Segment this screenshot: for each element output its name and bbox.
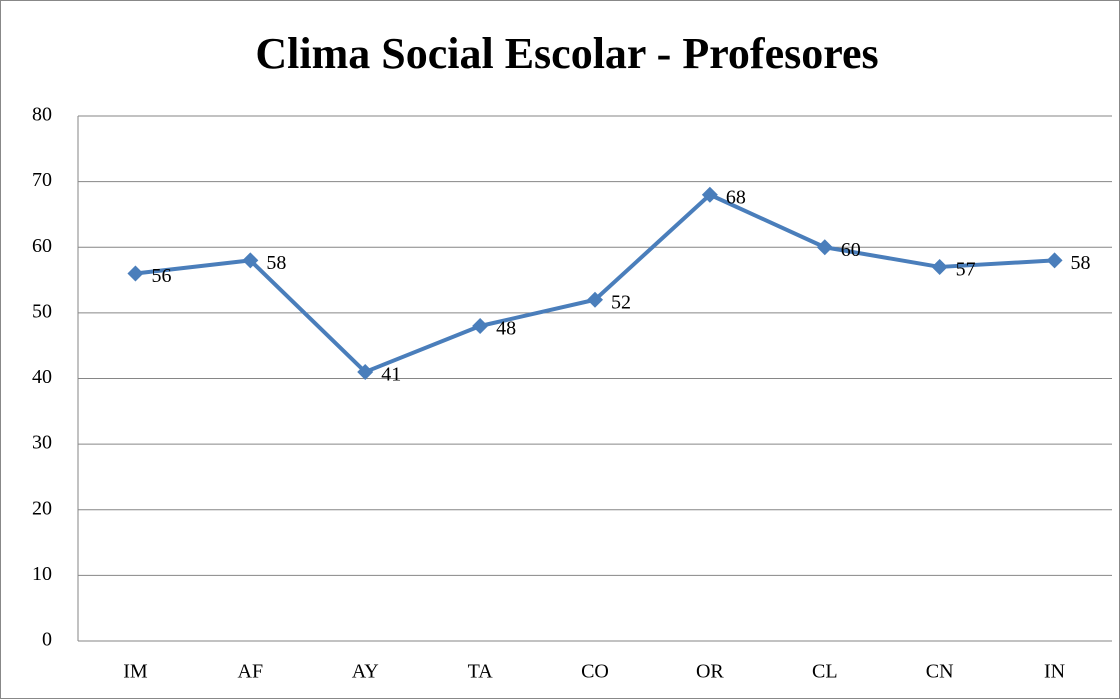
data-label: 57: [956, 259, 976, 281]
x-tick-label: TA: [468, 661, 494, 683]
data-point: [357, 363, 374, 380]
data-point: [127, 265, 144, 282]
x-tick-label: CN: [926, 661, 954, 683]
y-tick-label: 50: [32, 300, 52, 322]
data-point: [472, 318, 489, 334]
data-label: 56: [151, 265, 171, 287]
y-tick-label: 70: [32, 169, 52, 191]
x-tick-label: AF: [238, 661, 264, 683]
y-tick-label: 40: [32, 366, 52, 388]
data-label: 58: [1071, 252, 1091, 274]
data-point: [931, 258, 948, 275]
y-tick-label: 0: [42, 629, 52, 651]
data-label: 58: [266, 252, 286, 274]
data-label: 60: [841, 239, 861, 261]
data-point: [1046, 252, 1063, 269]
chart-title: Clima Social Escolar - Profesores: [255, 29, 878, 78]
data-point: [587, 291, 603, 308]
data-point: [701, 186, 718, 203]
data-point: [816, 239, 833, 256]
data-label: 68: [726, 186, 746, 208]
data-point: [242, 252, 259, 269]
data-label: 48: [496, 318, 516, 340]
x-tick-label: IM: [123, 661, 148, 683]
x-tick-label: OR: [696, 661, 724, 683]
y-tick-label: 20: [32, 497, 52, 519]
y-tick-label: 80: [32, 104, 52, 126]
y-tick-label: 60: [32, 235, 52, 257]
y-tick-label: 10: [32, 563, 52, 585]
data-label: 41: [381, 364, 401, 386]
y-tick-label: 30: [32, 432, 52, 454]
x-tick-label: CO: [581, 661, 609, 683]
x-tick-label: CL: [812, 661, 838, 683]
data-label: 52: [611, 291, 631, 313]
x-tick-label: AY: [352, 661, 379, 683]
x-tick-label: IN: [1044, 661, 1065, 683]
